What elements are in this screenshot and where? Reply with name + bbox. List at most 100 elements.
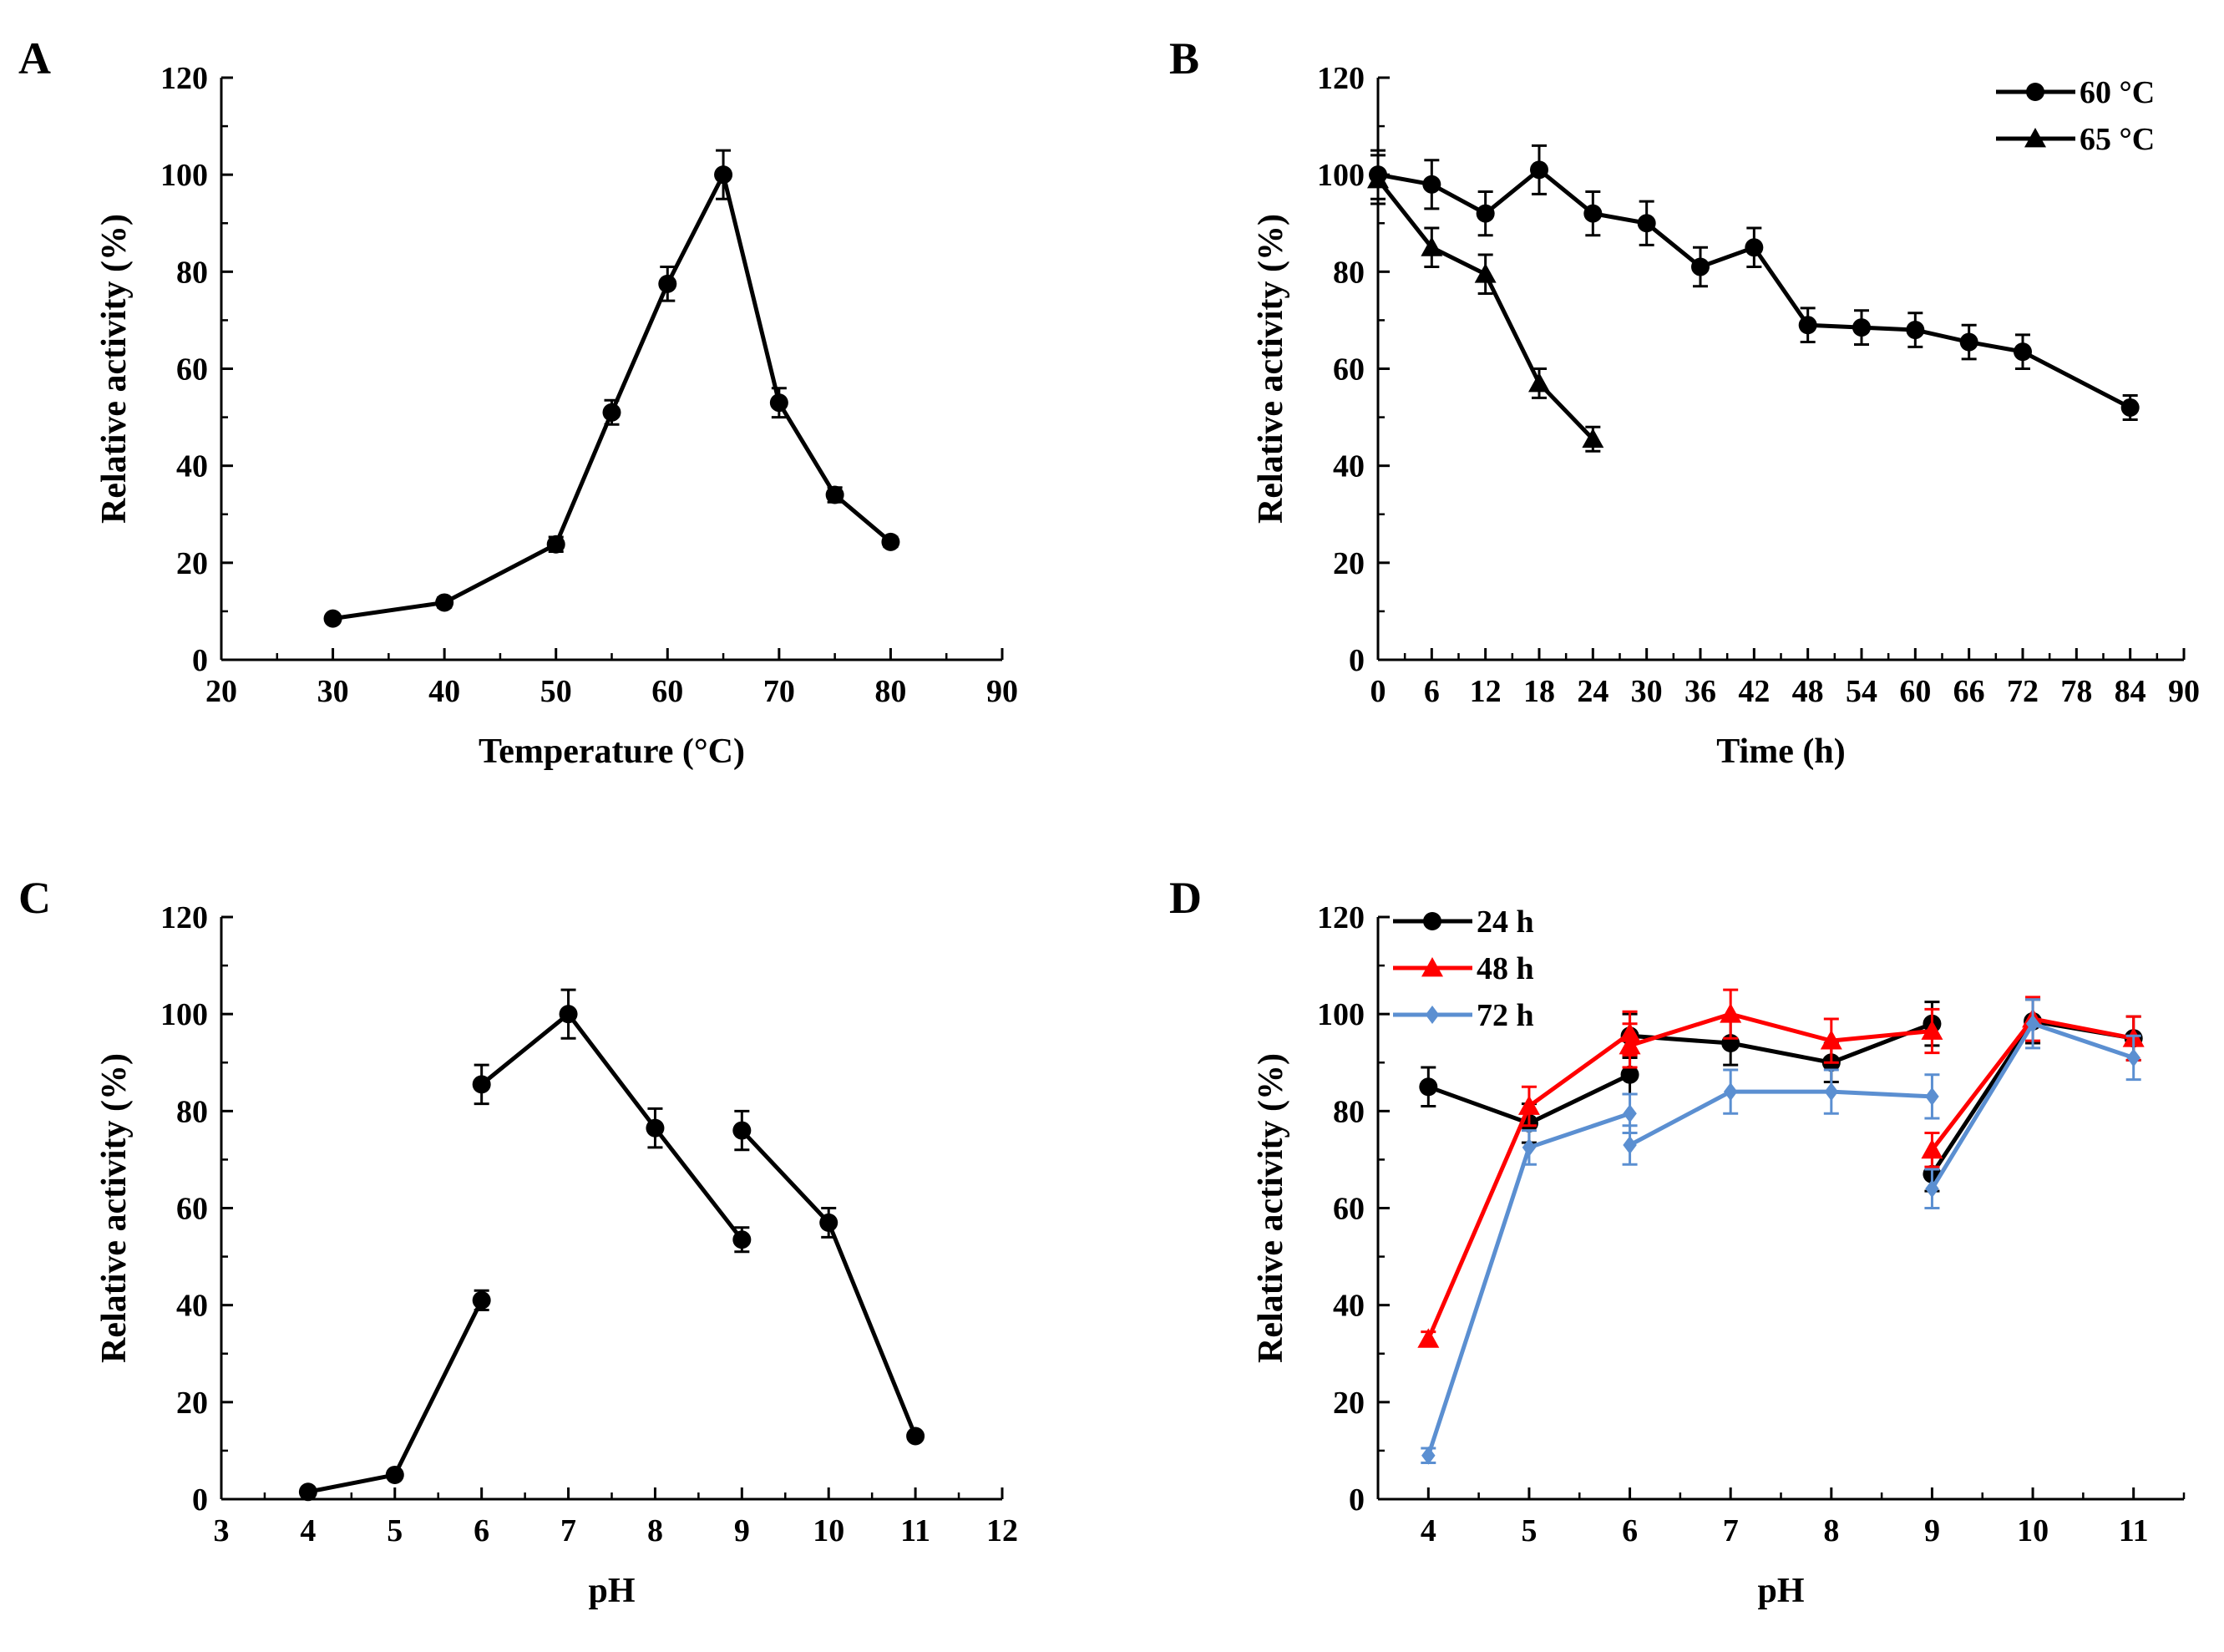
y-tick-label: 60 <box>176 1192 208 1227</box>
data-point <box>1417 1328 1440 1348</box>
data-point <box>1623 1104 1637 1123</box>
x-tick-label: 60 <box>651 674 683 709</box>
data-point <box>2120 398 2140 417</box>
data-point <box>1921 1138 1943 1159</box>
panel-letter: A <box>18 33 51 84</box>
y-tick-label: 0 <box>192 1482 208 1518</box>
data-point <box>1852 318 1871 337</box>
data-point <box>1620 1065 1639 1084</box>
y-tick-label: 100 <box>1317 158 1365 193</box>
legend-marker <box>2024 128 2046 148</box>
x-tick-label: 36 <box>1684 674 1716 709</box>
legend-marker <box>2026 83 2044 101</box>
y-tick-label: 40 <box>176 449 208 484</box>
data-point <box>1421 236 1443 256</box>
y-tick-label: 120 <box>160 900 208 935</box>
x-axis-title: pH <box>588 1572 635 1610</box>
x-tick-label: 78 <box>2060 674 2092 709</box>
data-point <box>1528 372 1550 393</box>
data-point <box>602 403 621 422</box>
y-axis-title: Relative activity (%) <box>95 214 134 524</box>
legend-label: 48 h <box>1477 951 1534 986</box>
series-line <box>1629 1089 1933 1148</box>
data-point <box>1906 321 1925 340</box>
x-tick-label: 8 <box>647 1513 663 1548</box>
x-tick-label: 90 <box>2168 674 2200 709</box>
legend-label: 72 h <box>1477 998 1534 1033</box>
x-tick-label: 66 <box>1953 674 1985 709</box>
y-tick-label: 0 <box>192 643 208 678</box>
series-activity <box>298 988 925 1502</box>
y-tick-label: 120 <box>1317 900 1365 935</box>
data-point <box>435 593 454 612</box>
data-point <box>1691 257 1710 276</box>
y-tick-label: 80 <box>1333 1094 1365 1129</box>
data-point <box>1474 263 1497 283</box>
data-point <box>559 1005 578 1024</box>
y-tick-label: 120 <box>1317 61 1365 96</box>
x-tick-label: 4 <box>1421 1513 1436 1548</box>
x-tick-label: 11 <box>2119 1513 2149 1548</box>
panel-letter: C <box>18 873 51 923</box>
y-axis-title: Relative activity (%) <box>95 1053 134 1363</box>
data-point <box>472 1075 491 1094</box>
data-point <box>819 1213 838 1232</box>
y-tick-label: 80 <box>176 255 208 290</box>
data-point <box>323 609 342 628</box>
x-tick-label: 7 <box>560 1513 576 1548</box>
x-tick-label: 70 <box>763 674 795 709</box>
x-tick-label: 9 <box>1924 1513 1940 1548</box>
data-point <box>825 485 844 504</box>
data-point <box>1959 332 1978 352</box>
data-point <box>881 532 900 551</box>
y-tick-label: 80 <box>1333 255 1365 290</box>
y-axis-title: Relative activity (%) <box>1252 214 1290 524</box>
data-point <box>1522 1138 1537 1157</box>
x-tick-label: 40 <box>428 674 460 709</box>
x-tick-label: 4 <box>300 1513 316 1548</box>
data-point <box>1530 160 1548 180</box>
legend: 60 °C 65 °C <box>1996 75 2155 157</box>
x-tick-label: 6 <box>474 1513 489 1548</box>
series-activity <box>323 149 900 628</box>
legend-marker <box>1423 912 1441 930</box>
x-axis-title: pH <box>1757 1572 1804 1610</box>
x-tick-label: 84 <box>2115 674 2146 709</box>
data-point <box>1583 204 1603 223</box>
data-point <box>1582 428 1604 448</box>
data-point <box>658 274 677 293</box>
x-tick-label: 5 <box>387 1513 403 1548</box>
x-tick-label: 18 <box>1523 674 1555 709</box>
data-point <box>1720 1003 1742 1023</box>
x-tick-label: 30 <box>1631 674 1663 709</box>
data-point <box>1921 1020 1943 1040</box>
legend-marker <box>1421 957 1443 977</box>
y-tick-label: 60 <box>1333 352 1365 388</box>
x-tick-label: 5 <box>1521 1513 1537 1548</box>
y-tick-label: 40 <box>1333 449 1365 484</box>
data-point <box>1925 1087 1939 1106</box>
x-tick-label: 80 <box>874 674 906 709</box>
panel-letter: B <box>1169 33 1199 84</box>
x-tick-label: 12 <box>986 1513 1018 1548</box>
panel-letter: D <box>1169 873 1202 923</box>
data-point <box>385 1465 404 1484</box>
data-point <box>1723 1082 1738 1102</box>
legend-label: 65 °C <box>2080 122 2155 157</box>
x-tick-label: 20 <box>205 674 237 709</box>
data-point <box>1422 175 1441 194</box>
x-tick-label: 50 <box>540 674 572 709</box>
y-tick-label: 100 <box>1317 997 1365 1032</box>
legend-label: 24 h <box>1477 905 1534 940</box>
x-tick-label: 8 <box>1823 1513 1839 1548</box>
y-tick-label: 60 <box>1333 1192 1365 1227</box>
panel-B: B 0 20 40 60 80 100 120 0 6 12 18 24 30 36 42 48 54 60 66 72… <box>1169 33 2200 771</box>
legend: 24 h 48 h 72 h <box>1393 905 1534 1033</box>
series-line <box>1629 1011 1933 1048</box>
x-tick-label: 10 <box>813 1513 844 1548</box>
y-axis-title: Relative activity (%) <box>1252 1053 1290 1363</box>
y-tick-label: 80 <box>176 1094 208 1129</box>
x-axis-title: Temperature (°C) <box>479 732 745 771</box>
